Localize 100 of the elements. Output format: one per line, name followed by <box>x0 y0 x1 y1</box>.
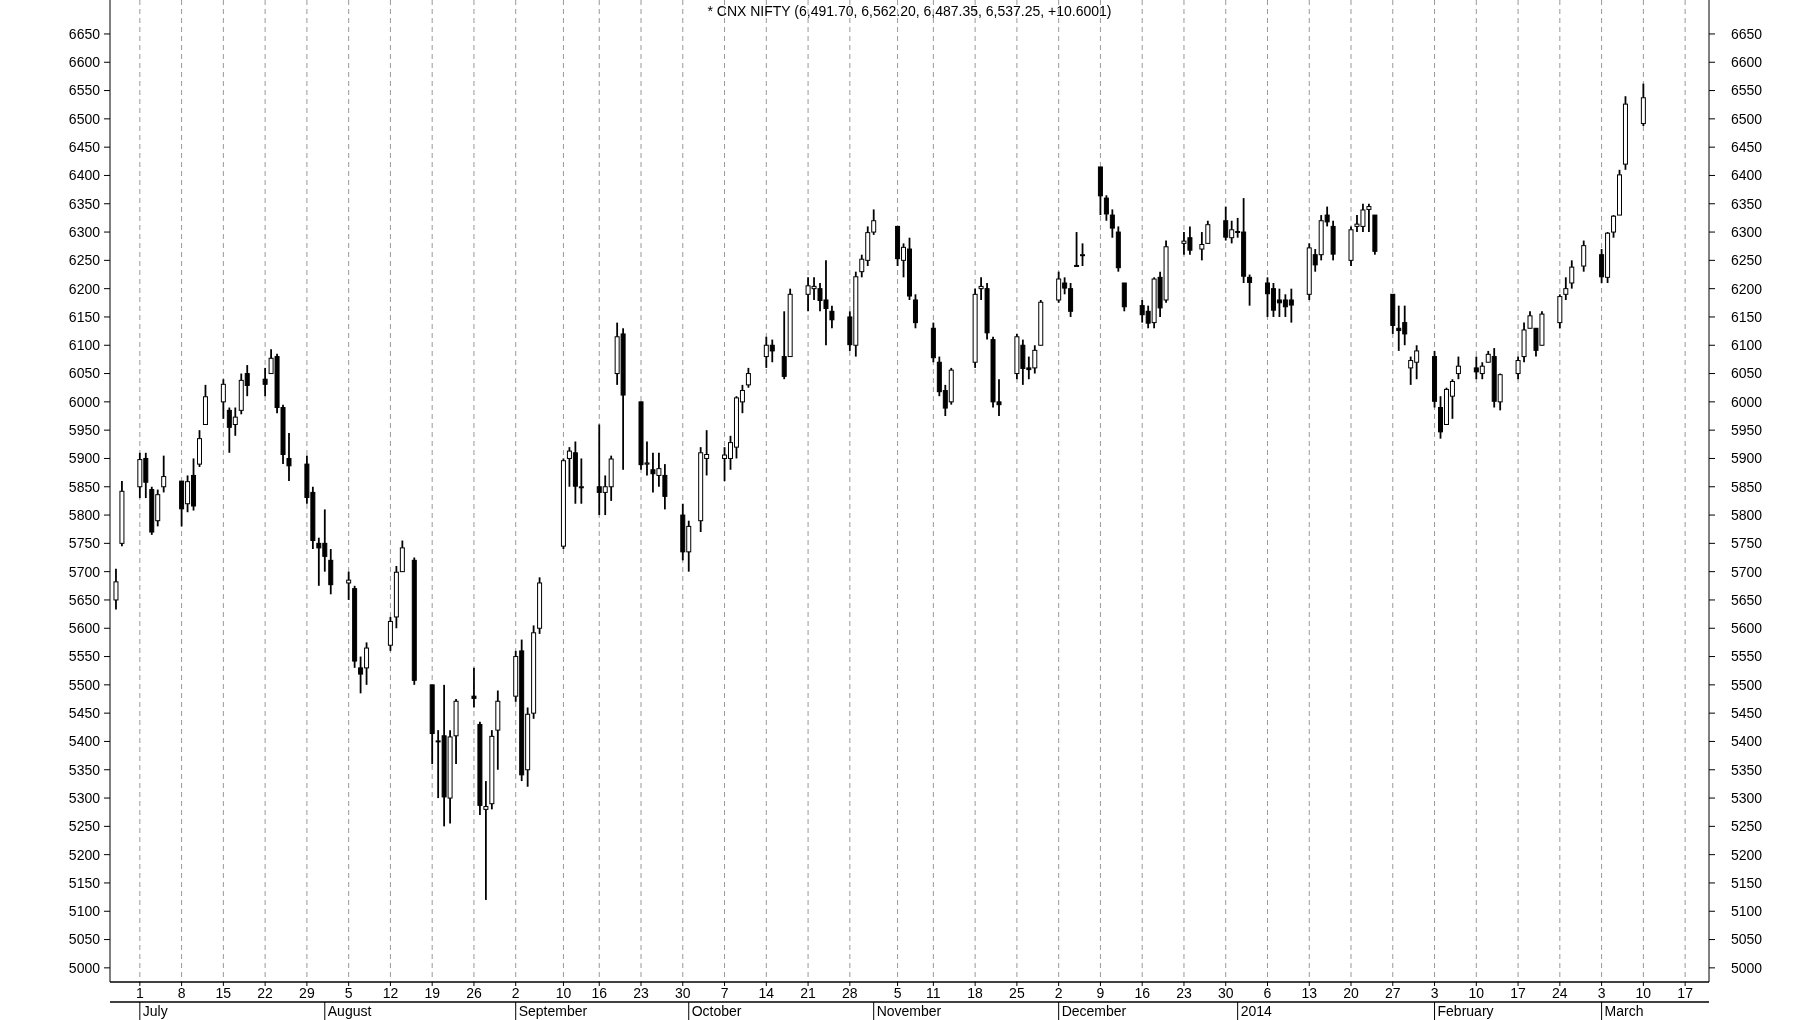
x-tick-label: 17 <box>1677 985 1694 1001</box>
y-tick-label: 6350 <box>68 195 101 212</box>
y-tick-label: 5650 <box>68 591 101 608</box>
x-tick-label: 30 <box>674 985 691 1001</box>
y-tick-label: 6650 <box>68 25 101 42</box>
x-tick-label: 24 <box>1552 985 1568 1001</box>
candlestick <box>399 539 405 573</box>
y-tick-label: 5250 <box>68 818 101 835</box>
text: August <box>327 1003 372 1019</box>
candlestick <box>1205 219 1211 245</box>
y-tick-label: 6100 <box>68 337 101 354</box>
candlestick <box>1455 355 1461 381</box>
y-tick-label: 5900 <box>68 450 101 467</box>
y2-tick-label: 6250 <box>1731 252 1763 269</box>
candlestick <box>1074 231 1080 267</box>
candlestick <box>1199 231 1205 262</box>
y2-tick-label: 6500 <box>1731 110 1763 127</box>
y2-tick-label: 5150 <box>1731 874 1763 891</box>
chart-title: * CNX NIFTY (6,491.70, 6,562.20, 6,487.35, 6,537.25, +10.6001) <box>707 3 1112 19</box>
y-tick-label: 6200 <box>68 280 101 297</box>
y-tick-label: 5350 <box>68 761 101 778</box>
y2-tick-label: 5050 <box>1731 931 1763 948</box>
x-tick-label: 14 <box>758 985 775 1001</box>
x-tick-label: 23 <box>633 985 650 1001</box>
x-tick-label: 9 <box>1096 985 1105 1001</box>
y-tick-label: 5400 <box>68 733 101 750</box>
y2-tick-label: 5800 <box>1731 506 1763 523</box>
y-tick-label: 6550 <box>68 82 101 99</box>
y-tick-label: 5850 <box>68 478 101 495</box>
y-tick-label: 5450 <box>68 705 101 722</box>
y2-tick-label: 6150 <box>1731 308 1763 325</box>
x-tick-label: 7 <box>720 985 729 1001</box>
candlestick <box>1563 276 1569 301</box>
y-tick-label: 5700 <box>68 563 101 580</box>
y2-tick-label: 5300 <box>1731 789 1763 806</box>
y-tick-label: 6600 <box>68 54 101 71</box>
y2-tick-label: 5400 <box>1731 733 1763 750</box>
y-tick-label: 5500 <box>68 676 101 693</box>
y2-tick-label: 5600 <box>1731 620 1763 637</box>
y-tick-label: 5800 <box>68 506 101 523</box>
y-tick-label: 6400 <box>68 167 101 184</box>
y-tick-label: 5050 <box>68 931 101 948</box>
y-tick-label: 5600 <box>68 620 101 637</box>
y2-tick-label: 6450 <box>1731 139 1763 156</box>
candlestick <box>387 616 393 652</box>
y2-tick-label: 5100 <box>1731 903 1763 920</box>
candlestick <box>113 567 119 611</box>
y2-tick-label: 6200 <box>1731 280 1763 297</box>
x-tick-label: 16 <box>1134 985 1151 1001</box>
x-tick-label: 30 <box>1217 985 1234 1001</box>
x-tick-label: 17 <box>1510 985 1527 1001</box>
y2-tick-label: 5000 <box>1731 959 1763 976</box>
candlestick <box>912 293 918 330</box>
candlestick <box>829 304 835 330</box>
y2-tick-label: 5250 <box>1731 818 1763 835</box>
x-tick-label: 3 <box>1430 985 1439 1001</box>
candlestick <box>220 378 226 420</box>
y-tick-label: 5200 <box>68 846 101 863</box>
candlestick <box>346 570 352 601</box>
x-tick-label: 28 <box>842 985 858 1001</box>
x-tick-label: 1 <box>135 985 144 1001</box>
text: 2014 <box>1240 1003 1273 1019</box>
y-tick-label: 6250 <box>68 252 101 269</box>
y-tick-label: 5550 <box>68 648 101 665</box>
y2-tick-label: 6400 <box>1731 167 1763 184</box>
y2-tick-label: 5750 <box>1731 535 1763 552</box>
x-tick-label: 6 <box>1263 985 1272 1001</box>
y-tick-label: 6300 <box>68 223 101 240</box>
y2-tick-label: 5650 <box>1731 591 1763 608</box>
y-tick-label: 5300 <box>68 789 101 806</box>
y-tick-label: 5950 <box>68 422 101 439</box>
x-tick-label: 2 <box>1054 985 1063 1001</box>
text: February <box>1437 1003 1494 1019</box>
x-tick-label: 18 <box>967 985 984 1001</box>
y-tick-label: 6000 <box>68 393 101 410</box>
y2-tick-label: 6550 <box>1731 82 1763 99</box>
y2-tick-label: 6350 <box>1731 195 1763 212</box>
y-tick-label: 5750 <box>68 535 101 552</box>
x-tick-label: 3 <box>1597 985 1606 1001</box>
y2-tick-label: 5950 <box>1731 422 1763 439</box>
candlestick <box>471 666 477 709</box>
candlestick <box>286 432 292 482</box>
candlestick <box>1569 259 1575 290</box>
x-tick-label: 15 <box>215 985 232 1001</box>
candlestick <box>745 367 751 389</box>
text: September <box>518 1003 588 1019</box>
x-tick-label: 23 <box>1176 985 1192 1001</box>
y2-tick-label: 5450 <box>1731 705 1763 722</box>
text: July <box>142 1003 168 1019</box>
x-tick-label: 8 <box>177 985 186 1001</box>
x-tick-label: 22 <box>257 985 274 1001</box>
y2-tick-label: 5350 <box>1731 761 1763 778</box>
candlestick <box>1581 239 1587 273</box>
candlestick <box>483 780 489 901</box>
y2-tick-label: 5700 <box>1731 563 1763 580</box>
y2-tick-label: 6000 <box>1731 393 1763 410</box>
candlestick <box>262 367 268 398</box>
y2-tick-label: 6650 <box>1731 25 1763 42</box>
candlestick <box>1611 214 1617 239</box>
text: March <box>1604 1003 1644 1019</box>
